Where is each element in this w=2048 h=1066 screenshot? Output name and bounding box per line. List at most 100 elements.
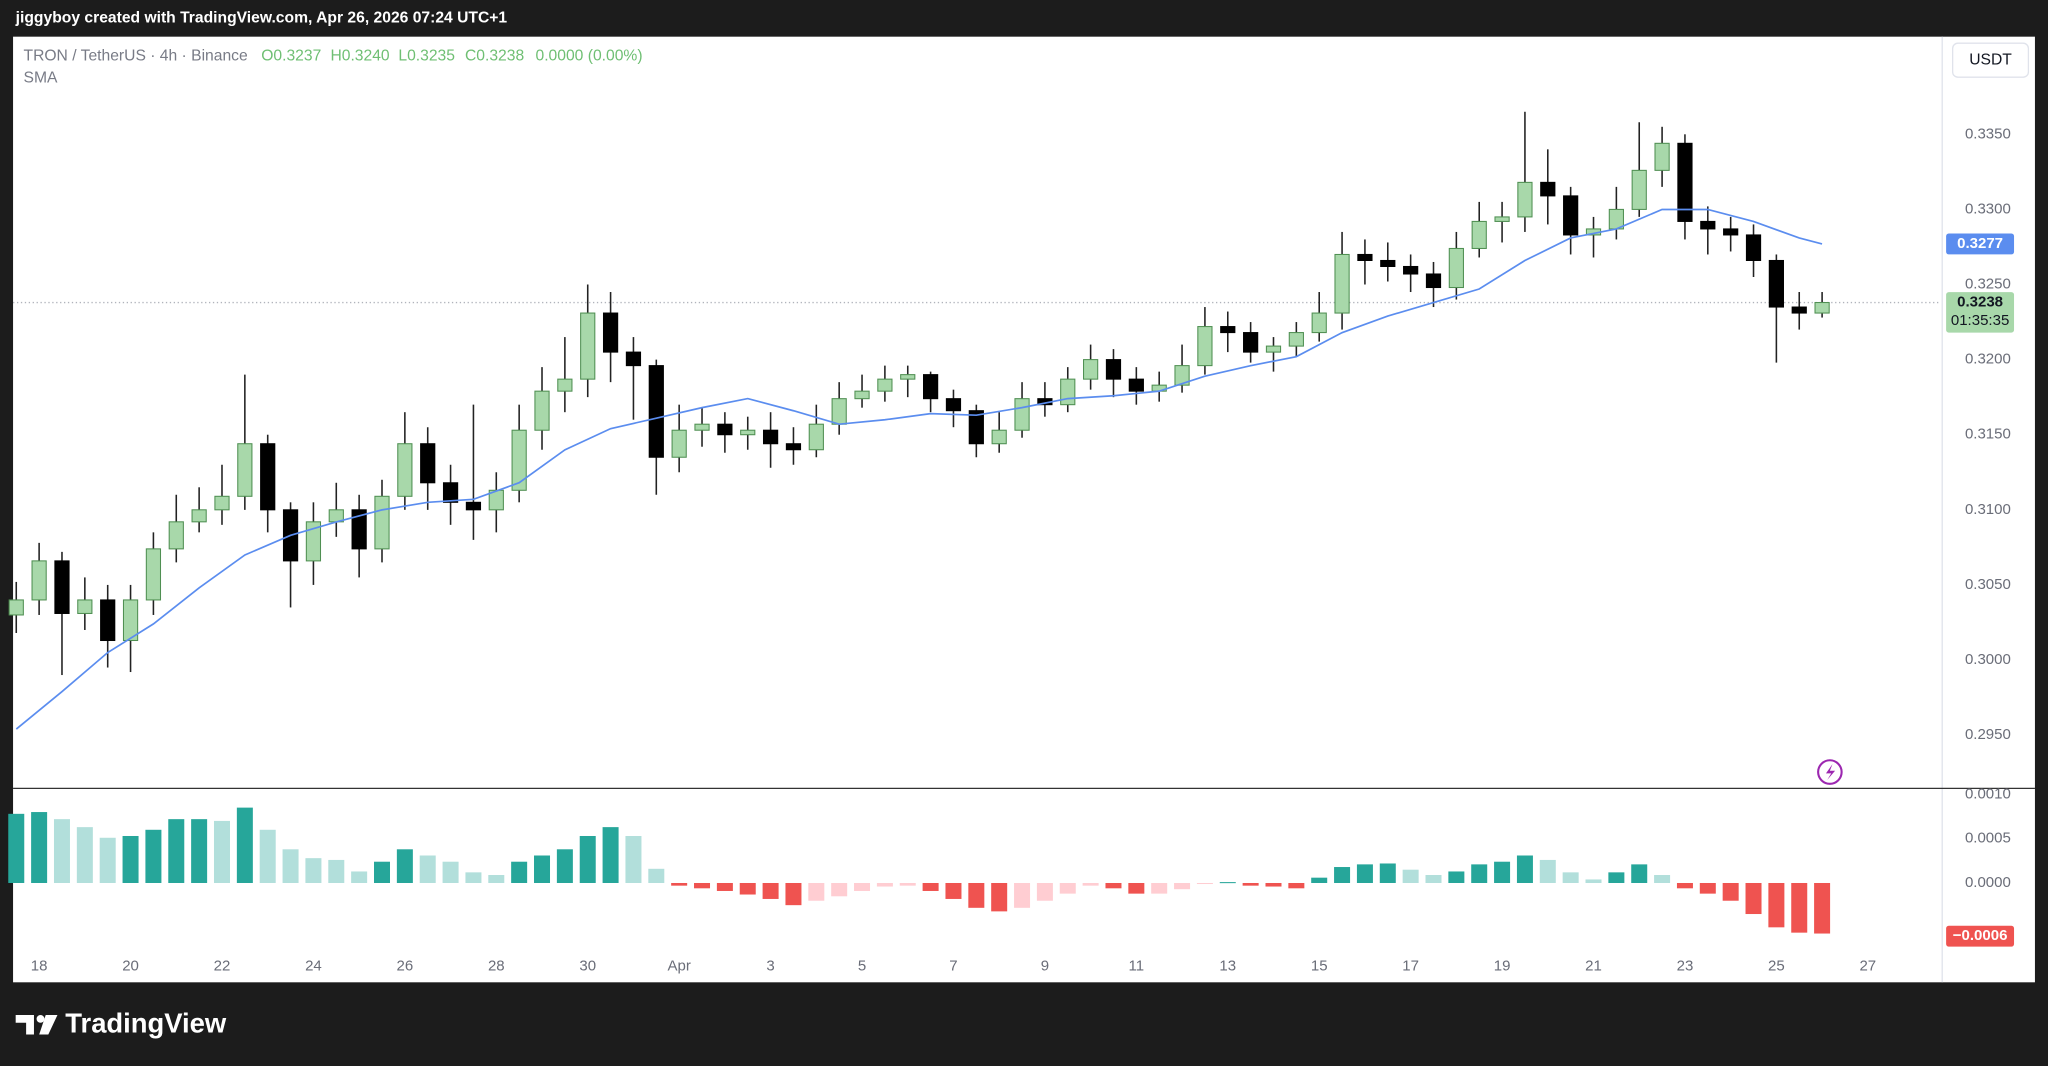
candle-body <box>968 410 984 445</box>
candle-body <box>1448 247 1464 289</box>
candle-body <box>351 509 367 550</box>
x-tick-label: 15 <box>1311 958 1328 975</box>
histogram-bar <box>488 875 505 883</box>
candle-body <box>31 560 47 601</box>
candle-body <box>557 378 573 392</box>
histogram-bar <box>442 861 459 883</box>
x-tick-label: 30 <box>579 958 596 975</box>
candle-body <box>8 599 24 616</box>
logo-dot <box>36 1014 45 1023</box>
histogram-bar <box>122 835 139 883</box>
ohlc-change: 0.0000 (0.00%) <box>536 47 643 64</box>
x-tick-label: 11 <box>1129 958 1145 975</box>
histogram-bar <box>1631 864 1648 883</box>
candle-body <box>1014 398 1030 431</box>
x-tick-label: 22 <box>214 958 231 975</box>
histogram-bar <box>328 859 345 883</box>
candle-body <box>1517 181 1533 218</box>
histogram-bar <box>213 820 230 883</box>
histogram-bar <box>1425 875 1442 883</box>
histogram-bar <box>259 829 276 883</box>
candle-body <box>374 495 390 550</box>
candle-body <box>1631 169 1647 210</box>
currency-label[interactable]: USDT <box>1969 51 2012 68</box>
histogram-bar <box>31 812 48 883</box>
candle-body <box>77 599 93 614</box>
logo-mark <box>15 1014 34 1035</box>
candle-body <box>580 312 596 380</box>
candle-body <box>420 443 436 484</box>
histogram-bar <box>374 861 391 883</box>
y-tick-label: 0.3200 <box>1965 351 2011 368</box>
candle-body <box>305 521 322 562</box>
histogram-bar <box>99 837 116 883</box>
histogram-bar <box>236 807 253 883</box>
candle-body <box>1768 259 1784 308</box>
histogram-bar <box>739 882 756 895</box>
indicator-label: −0.0006 <box>1953 927 2008 944</box>
candle-body <box>1745 234 1762 262</box>
histogram-bar <box>511 861 528 883</box>
candle-body <box>191 509 207 523</box>
histogram-bar <box>534 855 551 883</box>
candle-body <box>625 351 642 367</box>
histogram-bar <box>602 827 619 883</box>
histogram-bar <box>282 849 299 883</box>
histogram-bar <box>1288 882 1305 889</box>
histogram-bar <box>305 858 322 883</box>
candle-body <box>602 312 619 353</box>
y-tick-label: 0.3150 <box>1965 426 2011 443</box>
histogram-bar <box>1242 882 1259 886</box>
histogram-bar <box>76 827 93 883</box>
candle-body <box>1197 326 1213 367</box>
candle-body <box>694 423 710 431</box>
x-tick-label: 24 <box>305 958 322 975</box>
candle-body <box>945 398 962 412</box>
histogram-bar <box>1311 877 1328 883</box>
x-tick-label: 20 <box>122 958 139 975</box>
histogram-bar <box>396 849 413 883</box>
candle-body <box>740 429 756 436</box>
histogram-bar <box>1356 864 1373 883</box>
histogram-bar <box>1562 872 1579 883</box>
histogram-bar <box>1722 882 1739 901</box>
x-tick-label: 27 <box>1859 958 1876 975</box>
x-tick-label: 25 <box>1768 958 1785 975</box>
indicator-name: SMA <box>24 70 58 87</box>
x-tick-label: 19 <box>1494 958 1511 975</box>
histogram-bar <box>191 819 208 883</box>
y-tick-label: 0.0005 <box>1965 830 2011 847</box>
candle-body <box>1265 345 1282 353</box>
histogram-bar <box>716 882 733 891</box>
histogram-bar <box>1265 882 1282 887</box>
histogram-bar <box>694 882 711 889</box>
histogram-bar <box>168 819 185 883</box>
histogram-bar <box>1036 882 1053 901</box>
candle-body <box>1540 181 1556 197</box>
candle-body <box>1563 195 1579 236</box>
currency-button[interactable] <box>1951 42 2030 78</box>
histogram-bar <box>419 855 436 883</box>
histogram-bar <box>1791 882 1808 933</box>
histogram-bar <box>1768 882 1785 928</box>
candle-body <box>854 390 870 400</box>
histogram-bar <box>762 882 779 899</box>
countdown-label: 01:35:35 <box>1951 312 2009 329</box>
x-tick-label: 28 <box>488 958 505 975</box>
histogram-bar <box>1676 882 1693 889</box>
y-tick-label: 0.3350 <box>1965 125 2011 142</box>
histogram-bar <box>1059 882 1076 894</box>
histogram-bar <box>1516 855 1533 883</box>
last-price-box <box>1946 292 2015 333</box>
candle-body <box>1243 332 1259 353</box>
histogram-bar <box>1539 859 1556 883</box>
candle-body <box>1380 259 1396 268</box>
lightning-icon[interactable] <box>1817 759 1843 785</box>
y-tick-label: 0.3100 <box>1965 501 2011 518</box>
ohlc-low: L0.3235 <box>398 47 455 64</box>
histogram-bar <box>831 882 848 897</box>
candle-body <box>1357 253 1373 261</box>
x-tick-label: 18 <box>31 958 48 975</box>
histogram-bar <box>1151 882 1168 894</box>
